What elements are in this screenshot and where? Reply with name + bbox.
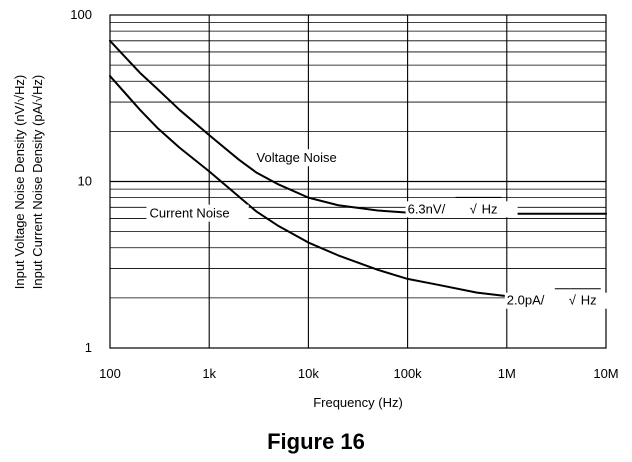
x-tick-label: 100 [99, 366, 121, 381]
x-tick-label: 100k [393, 366, 422, 381]
x-tick-label: 10M [593, 366, 618, 381]
plot-frame [109, 14, 607, 349]
grid-lines [110, 15, 606, 348]
y-axis-label-voltage: Input Voltage Noise Density (nV/√Hz) [12, 75, 27, 290]
annotation-cnd-value: 2.0pA/ [507, 293, 545, 308]
y-tick-label: 10 [78, 174, 92, 189]
annotations: Voltage Noise Current Noise 6.3nV/ √ Hz 2.0pA… [146, 149, 617, 309]
y-axis-label-current: Input Current Noise Density (pA/√Hz) [30, 75, 45, 290]
annotation-background [504, 292, 617, 309]
annotation-vnd-sqrt: √ [470, 201, 478, 216]
annotation-background [405, 201, 518, 218]
annotation-voltage-label: Voltage Noise [257, 150, 337, 165]
y-tick-label: 1 [85, 340, 92, 355]
y-tick-label: 100 [70, 7, 92, 22]
x-tick-labels: 100 1k 10k 100k 1M 10M [99, 366, 619, 381]
annotation-background [146, 204, 249, 222]
x-tick-label: 1k [202, 366, 216, 381]
series-group [109, 39, 607, 299]
series-line-current-noise [109, 75, 607, 299]
y-tick-labels: 1 10 100 [70, 7, 92, 355]
x-axis-label: Frequency (Hz) [313, 395, 403, 410]
annotation-vnd-unit: Hz [482, 201, 498, 216]
x-tick-label: 1M [498, 366, 516, 381]
annotation-background [253, 149, 356, 167]
annotation-cnd-sqrt: √ [569, 293, 577, 308]
x-tick-label: 10k [298, 366, 319, 381]
annotation-vnd-value: 6.3nV/ [408, 201, 446, 216]
series-line-voltage-noise [109, 39, 607, 215]
annotation-cnd-unit: Hz [581, 293, 597, 308]
annotation-current-label: Current Noise [149, 206, 229, 221]
figure-caption: Figure 16 [267, 429, 365, 454]
